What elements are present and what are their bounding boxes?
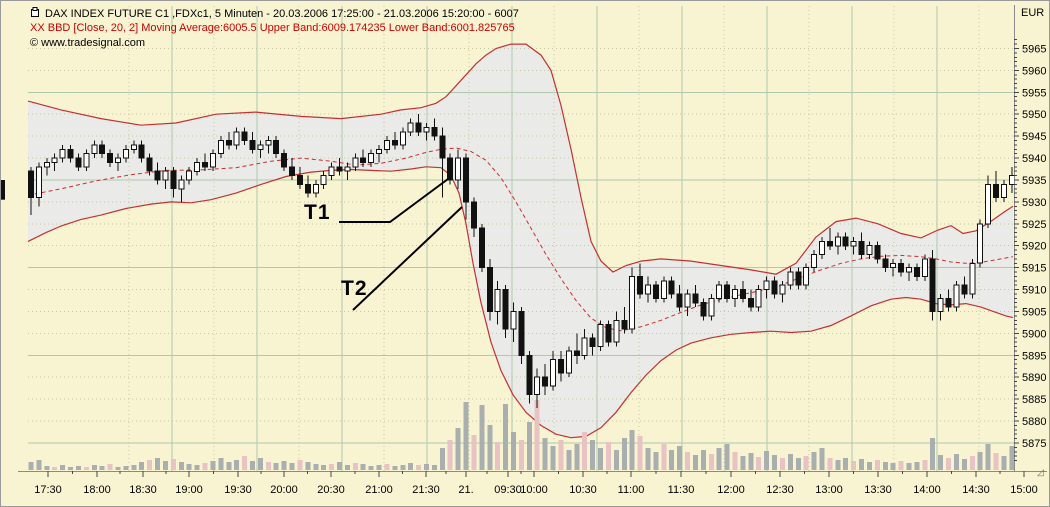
y-axis-label: 5905 <box>1022 307 1046 319</box>
x-axis-label: 14:30 <box>962 484 990 496</box>
gridlines <box>28 6 1014 471</box>
annotation-t1-label[interactable]: T1 <box>304 201 331 224</box>
chart-title: DAX INDEX FUTURE C1 ,FDXc1, 5 Minuten - … <box>45 8 519 20</box>
x-axis-label: 13:00 <box>815 484 843 496</box>
x-axis-label: 15:00 <box>1010 484 1038 496</box>
chart-title-row: DAX INDEX FUTURE C1 ,FDXc1, 5 Minuten - … <box>30 7 519 21</box>
x-axis-label: 17:30 <box>34 484 62 496</box>
x-axis-label: 14:00 <box>913 484 941 496</box>
x-axis-label: 13:30 <box>864 484 892 496</box>
volume-bars <box>28 400 1015 470</box>
y-axis-label: 5920 <box>1022 241 1046 253</box>
y-axis[interactable]: 5965 5960 5955 5950 5945 5940 5935 5930 5925 5920… <box>1014 5 1046 471</box>
x-axis-label: 19:30 <box>224 484 252 496</box>
annotation-t2-label[interactable]: T2 <box>341 277 368 300</box>
annotation-lines <box>339 178 463 311</box>
x-axis-label: 20:00 <box>270 484 298 496</box>
moving-average-line <box>27 147 1014 332</box>
y-axis-label: 5915 <box>1022 263 1046 275</box>
bollinger-lower-band <box>27 166 1014 439</box>
watermark: © www.tradesignal.com <box>30 37 146 49</box>
x-axis-label: 12:00 <box>717 484 745 496</box>
y-axis-label: 5960 <box>1022 65 1046 77</box>
indicator-readout: XX BBD [Close, 20, 2] Moving Average:600… <box>30 22 515 34</box>
x-axis-label: 18:30 <box>129 484 157 496</box>
x-axis-label: 20:30 <box>317 484 345 496</box>
y-axis-label: 5950 <box>1022 109 1046 121</box>
y-axis-label: 5935 <box>1022 175 1046 187</box>
x-axis-label: 19:00 <box>175 484 203 496</box>
y-axis-label: 5880 <box>1022 416 1046 428</box>
x-axis-label: 11:30 <box>668 484 695 496</box>
y-axis-label: 5925 <box>1022 219 1046 231</box>
bollinger-upper-band <box>27 43 1014 275</box>
x-axis-label: 11:00 <box>618 484 645 496</box>
bollinger-band-area <box>28 44 1013 438</box>
y-axis-label: 5890 <box>1022 372 1046 384</box>
x-axis-label: 10:30 <box>569 484 597 496</box>
y-axis-label: 5900 <box>1022 328 1046 340</box>
candlesticks <box>28 114 1015 408</box>
y-axis-label: 5895 <box>1022 350 1046 362</box>
x-axis[interactable]: 17:30 18:00 18:30 19:00 19:30 20:00 20:30 21:00… <box>18 471 1047 496</box>
x-axis-label: 10:00 <box>520 484 548 496</box>
x-axis-label: 21:00 <box>365 484 393 496</box>
y-axis-label: 5940 <box>1022 153 1046 165</box>
currency-axis-label: EUR <box>1021 7 1045 19</box>
y-axis-label: 5910 <box>1022 285 1046 297</box>
annotation-t1-line[interactable] <box>339 178 449 223</box>
y-axis-label: 5955 <box>1022 87 1046 99</box>
y-axis-label: 5930 <box>1022 197 1046 209</box>
x-axis-label: 21. <box>458 484 473 496</box>
y-axis-label: 5965 <box>1022 44 1046 56</box>
x-axis-label: 21:30 <box>412 484 440 496</box>
y-axis-label: 5875 <box>1022 438 1046 450</box>
clipped-candle <box>1 180 5 200</box>
y-axis-label: 5945 <box>1022 131 1046 143</box>
x-axis-label: 12:30 <box>766 484 794 496</box>
resize-handle-icon[interactable]: ◿ <box>1037 467 1044 477</box>
x-axis-label: 09:30 <box>494 484 522 496</box>
chart-window-icon <box>30 7 40 21</box>
annotation-t2-line[interactable] <box>352 206 463 311</box>
y-axis-label: 5885 <box>1022 394 1046 406</box>
x-axis-label: 18:00 <box>83 484 111 496</box>
